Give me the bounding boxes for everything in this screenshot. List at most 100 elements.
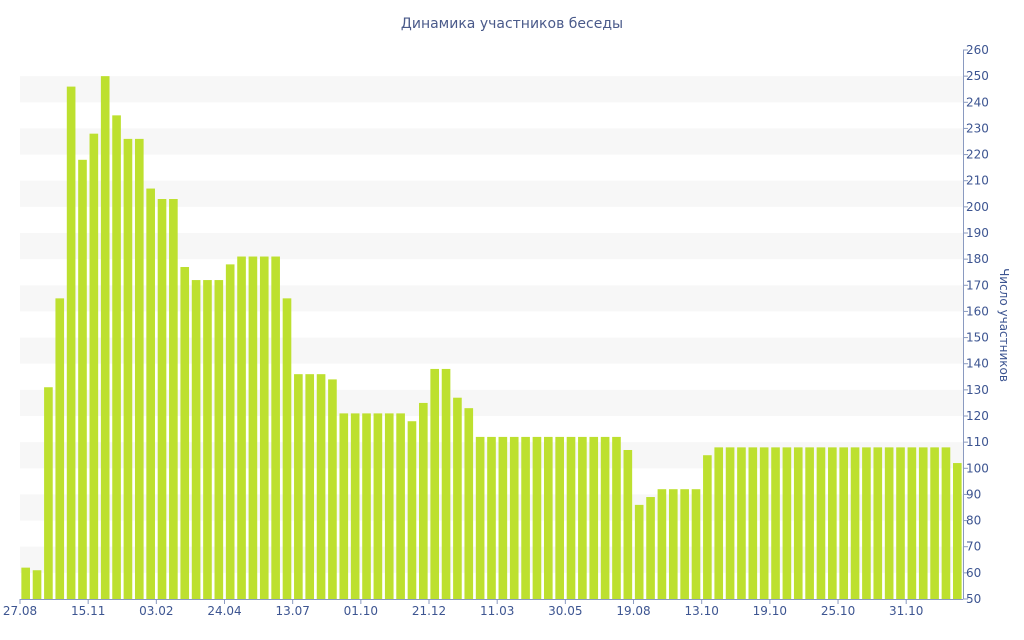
bar [566,436,576,599]
y-tick-label: 200 [966,200,989,214]
bar [316,374,326,599]
x-tick-label: 13.07 [275,604,309,618]
y-tick-label: 140 [966,357,989,371]
bar [873,447,883,599]
bar [396,413,405,599]
bar [191,280,201,599]
bar [862,447,871,599]
bar [169,199,178,599]
bar [555,436,564,599]
y-tick-label: 80 [966,514,981,528]
bar [180,266,190,599]
bar [78,159,87,600]
bar [487,436,496,599]
grid-band [20,128,963,155]
bar [225,264,235,599]
bar [294,374,303,599]
bar [373,413,383,599]
bar [203,280,212,599]
bar [805,447,814,599]
x-tick-label: 31.10 [889,604,923,618]
bar [828,447,837,599]
bar [123,138,133,599]
y-tick-label: 60 [966,566,981,580]
bar [634,504,644,599]
bar [259,256,269,599]
bar [271,256,280,599]
bar [691,489,701,599]
x-tick-label: 01.10 [344,604,378,618]
bar [600,436,610,599]
y-tick-label: 110 [966,435,989,449]
bar [453,397,462,599]
bar [100,76,110,599]
bar [475,436,485,599]
bar [680,489,689,599]
y-tick-label: 100 [966,461,989,475]
bar [657,489,667,599]
bar [55,298,65,599]
x-tick-label: 24.04 [207,604,241,618]
y-tick-label: 90 [966,487,981,501]
bar [134,138,144,599]
bar [918,447,928,599]
bar [339,413,349,599]
x-tick-label: 11.03 [480,604,514,618]
bar [419,402,428,599]
y-tick-label: 230 [966,121,989,135]
bar [668,489,678,599]
bar [850,447,860,599]
bar [248,256,258,599]
bar [589,436,599,599]
bar [759,447,769,599]
bar [146,188,155,599]
bar [44,387,53,599]
y-tick-label: 150 [966,331,989,345]
bar [782,447,792,599]
y-tick-label: 130 [966,383,989,397]
bar [498,436,508,599]
bar [430,368,440,599]
bar [907,447,917,599]
x-tick-label: 03.02 [139,604,173,618]
bar [816,447,826,599]
bar [384,413,394,599]
x-tick-label: 15.11 [71,604,105,618]
y-tick-label: 250 [966,69,989,83]
bar [748,447,758,599]
bar [714,447,724,599]
bars [21,76,962,600]
bar [157,199,167,599]
bar [646,497,655,599]
bar [521,436,530,599]
x-tick-label: 19.08 [616,604,650,618]
y-tick-label: 170 [966,278,989,292]
y-axis-label: Число участников [997,268,1011,382]
y-tick-label: 220 [966,148,989,162]
bar [32,570,42,599]
y-tick-label: 210 [966,174,989,188]
bar [612,436,621,599]
bar [896,447,905,599]
y-tick-label: 260 [966,43,989,57]
x-tick-label: 19.10 [753,604,787,618]
bar [362,413,371,599]
bar [578,436,587,599]
bar [532,436,542,599]
bar [328,379,337,599]
axes [19,49,968,604]
bar [407,421,417,599]
bar [623,449,633,599]
bar [214,280,224,599]
bar [793,447,803,599]
bar [953,463,962,599]
y-tick-label: 190 [966,226,989,240]
bar [737,447,746,599]
y-tick-label: 120 [966,409,989,423]
bar [21,567,30,599]
bar [839,447,849,599]
tick-labels: 50 60 70 80 90 100 110 120 130 140 150 160 170 180 190… [3,43,989,618]
x-tick-label: 27.08 [3,604,37,618]
